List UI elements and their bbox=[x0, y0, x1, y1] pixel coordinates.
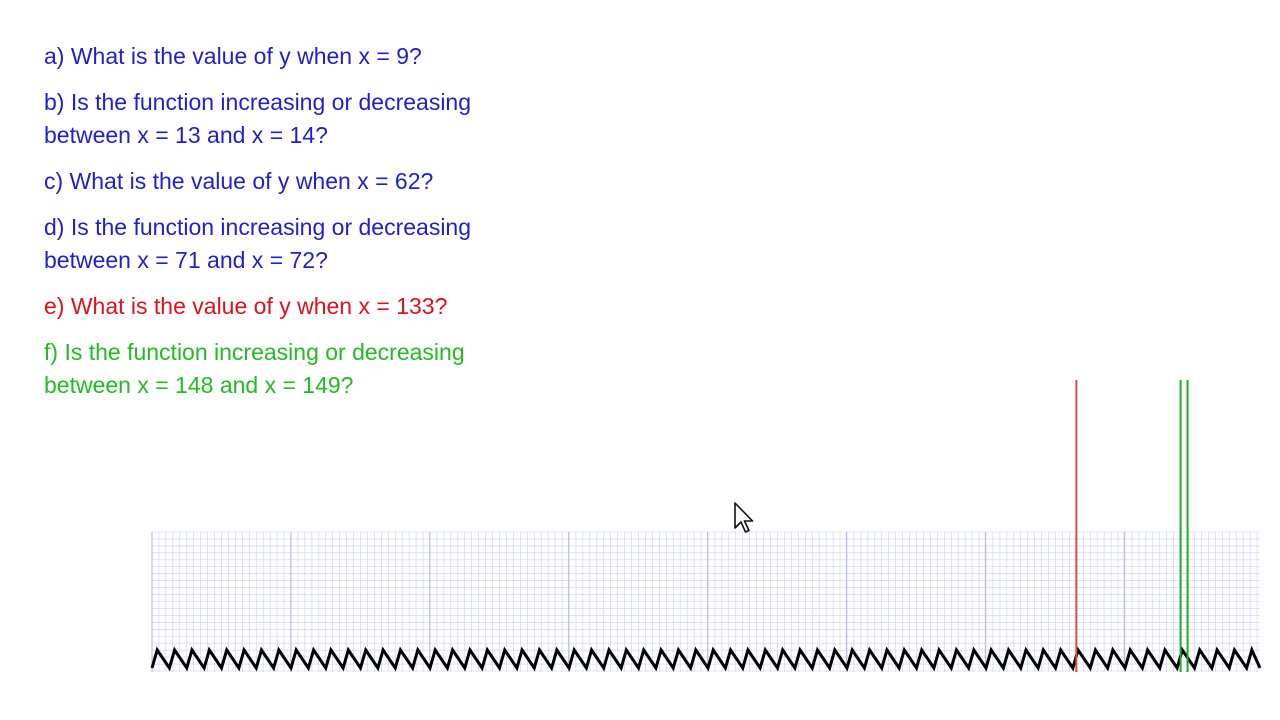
question-text: e) What is the value of y when x = 133? bbox=[44, 293, 448, 319]
question-text: c) What is the value of y when x = 62? bbox=[44, 168, 434, 194]
question-text: between x = 148 and x = 149? bbox=[44, 372, 354, 398]
question-item: f) Is the function increasing or decreas… bbox=[44, 336, 604, 402]
question-text: f) Is the function increasing or decreas… bbox=[44, 339, 465, 365]
question-item: a) What is the value of y when x = 9? bbox=[44, 40, 604, 73]
question-list: a) What is the value of y when x = 9? b) … bbox=[44, 40, 604, 415]
question-text: d) Is the function increasing or decreas… bbox=[44, 214, 472, 240]
question-text: a) What is the value of y when x = 9? bbox=[44, 43, 422, 69]
question-item: c) What is the value of y when x = 62? bbox=[44, 165, 604, 198]
question-text: between x = 13 and x = 14? bbox=[44, 122, 328, 148]
question-text: between x = 71 and x = 72? bbox=[44, 247, 328, 273]
question-item: d) Is the function increasing or decreas… bbox=[44, 211, 604, 277]
question-item: b) Is the function increasing or decreas… bbox=[44, 86, 604, 152]
question-item: e) What is the value of y when x = 133? bbox=[44, 290, 604, 323]
sawtooth-curve bbox=[150, 645, 1262, 672]
question-text: b) Is the function increasing or decreas… bbox=[44, 89, 472, 115]
mouse-pointer-icon bbox=[734, 502, 754, 533]
